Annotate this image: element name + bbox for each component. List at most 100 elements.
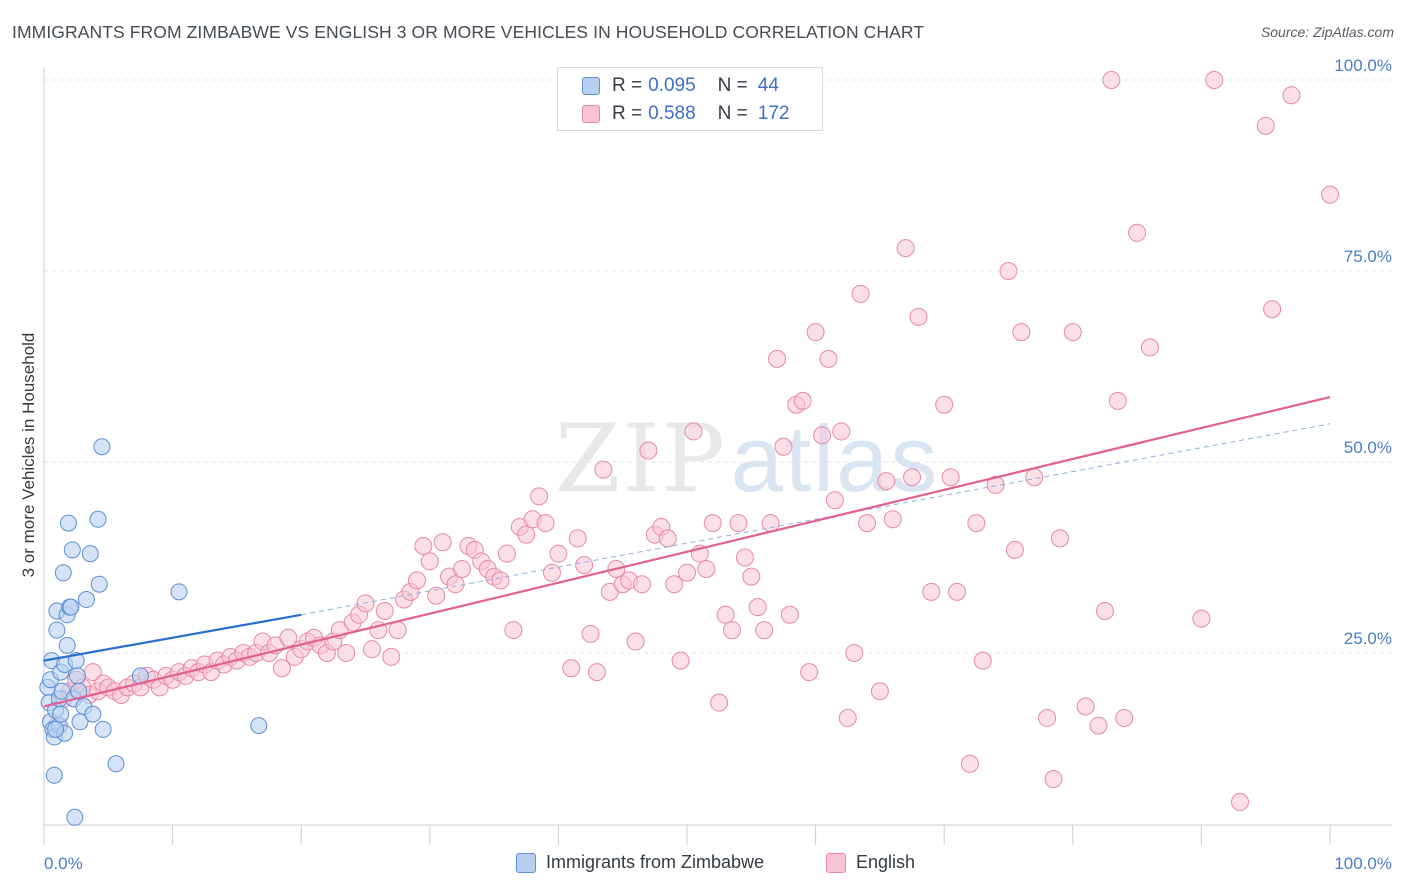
point-english (703, 514, 722, 533)
point-english (748, 598, 767, 617)
point-english (337, 644, 356, 662)
point-english (832, 422, 851, 441)
point-english (678, 563, 696, 582)
point-english (1115, 708, 1134, 727)
point-english (587, 663, 606, 682)
point-zimbabwe (54, 564, 72, 582)
x-tick-label: 0.0% (44, 854, 83, 873)
point-zimbabwe (107, 755, 125, 773)
legend-r-label: R = (612, 103, 643, 124)
point-english (883, 510, 902, 529)
point-english (1282, 86, 1301, 105)
legend-n-value: 44 (757, 75, 779, 96)
point-english (858, 514, 877, 533)
point-english (388, 621, 407, 640)
point-english (1256, 116, 1275, 135)
point-english (427, 586, 446, 605)
point-english (774, 437, 793, 456)
tick-labels: 25.0% 50.0% 75.0% 100.0% 0.0% 100.0% (44, 56, 1392, 873)
point-english (530, 487, 549, 506)
point-english (407, 571, 426, 590)
point-english (1230, 792, 1249, 811)
point-english (1063, 323, 1082, 342)
point-english (497, 544, 516, 563)
point-english (1050, 529, 1069, 548)
point-english (851, 284, 870, 303)
bottom-legend-swatch-blue (516, 852, 536, 873)
point-zimbabwe (89, 510, 107, 528)
point-english (382, 647, 401, 666)
point-english (562, 659, 581, 678)
point-english (272, 659, 291, 678)
point-english (1263, 300, 1282, 319)
point-english (870, 682, 889, 701)
point-english (568, 529, 587, 548)
bottom-legend-label: Immigrants from Zimbabwe (546, 852, 765, 872)
trend-lines (43, 395, 1331, 708)
point-english (362, 640, 381, 659)
point-zimbabwe (93, 438, 111, 456)
point-english (1192, 609, 1211, 628)
point-english (658, 529, 677, 548)
point-english (845, 644, 864, 662)
point-english (922, 582, 941, 601)
point-english (768, 349, 787, 368)
legend-n-label: N = (717, 75, 748, 96)
point-english (1108, 391, 1127, 410)
trend-zimbabwe-extended (301, 423, 1331, 616)
point-zimbabwe (170, 583, 188, 601)
point-english (723, 621, 742, 640)
y-tick-label: 100.0% (1334, 56, 1392, 75)
point-english (729, 514, 748, 533)
point-english (626, 632, 645, 651)
point-zimbabwe (94, 720, 112, 738)
gridlines (44, 79, 1392, 654)
point-english (1321, 185, 1339, 204)
bottom-legend-label: English (856, 852, 916, 872)
point-english (697, 559, 716, 578)
point-english (536, 514, 555, 533)
point-english (639, 441, 658, 460)
point-english (1102, 71, 1121, 89)
y-tick-label: 50.0% (1344, 438, 1392, 457)
point-english (819, 349, 838, 368)
point-english (542, 563, 561, 582)
point-english (935, 395, 954, 414)
point-zimbabwe (58, 636, 76, 654)
point-english (813, 426, 832, 445)
stats-legend: R = 0.095 N = 44 R = 0.588 N = 172 (557, 67, 823, 131)
point-english (793, 391, 812, 410)
point-english (716, 605, 735, 624)
point-english (825, 491, 844, 510)
legend-r-value: 0.095 (648, 75, 696, 96)
point-english (1038, 708, 1057, 727)
point-english (504, 621, 523, 640)
point-zimbabwe (66, 808, 84, 826)
point-zimbabwe (84, 705, 102, 723)
point-english (903, 468, 922, 487)
point-english (800, 663, 819, 682)
point-english (414, 537, 433, 556)
bottom-legend-swatch-pink (826, 852, 846, 873)
point-english (1095, 601, 1114, 620)
point-zimbabwe (68, 667, 86, 685)
legend-swatch-blue (582, 77, 600, 95)
point-english (960, 754, 979, 773)
legend-row-zimbabwe: R = 0.095 N = 44 (582, 73, 779, 99)
legend-row-english: R = 0.588 N = 172 (582, 101, 789, 127)
point-zimbabwe (45, 766, 63, 784)
point-zimbabwe (63, 541, 81, 559)
point-english (665, 575, 684, 594)
y-axis-label: 3 or more Vehicles in Household (19, 333, 38, 578)
point-english (735, 548, 754, 567)
trend-zimbabwe (43, 613, 302, 662)
point-zimbabwe (77, 591, 95, 609)
legend-r-value: 0.588 (648, 103, 696, 124)
point-english (896, 239, 915, 258)
legend-n-label: N = (717, 103, 748, 124)
point-english (375, 601, 394, 620)
legend-r-label: R = (612, 75, 643, 96)
chart-title: IMMIGRANTS FROM ZIMBABWE VS ENGLISH 3 OR… (12, 22, 925, 42)
point-english (1205, 71, 1224, 89)
series-english (47, 71, 1339, 811)
